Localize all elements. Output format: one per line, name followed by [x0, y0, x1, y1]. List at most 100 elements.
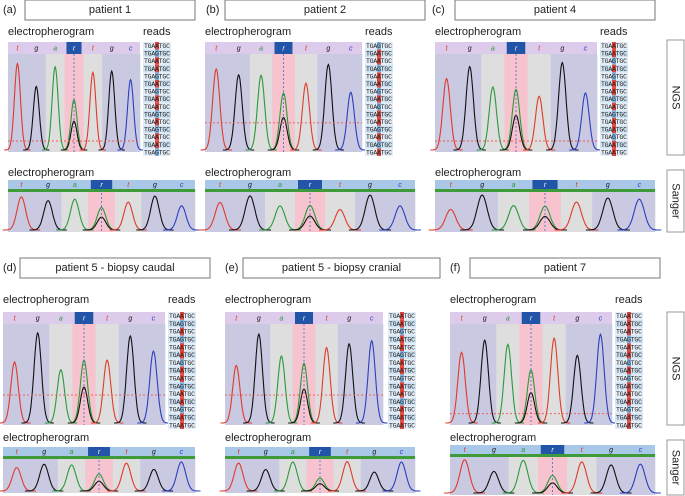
read-row: TGAGTGC — [616, 360, 642, 367]
base-letter: t — [339, 182, 342, 189]
read-row: TGAGTGC — [601, 73, 627, 80]
base-stripe — [102, 54, 122, 152]
read-row: TGAATGC — [616, 329, 642, 336]
sanger-caption: electropherogram — [225, 432, 311, 444]
sanger-caption: electropherogram — [435, 167, 521, 179]
side-label: NGS — [670, 86, 682, 110]
base-stripe — [337, 324, 361, 425]
base-letter: t — [14, 315, 17, 322]
read-variant-cell — [627, 366, 631, 375]
read-row: TGAATGC — [389, 422, 415, 429]
read-row: TGAATGC — [601, 43, 627, 50]
read-variant-cell — [400, 382, 404, 390]
read-variant-cell — [612, 64, 616, 73]
base-letter: c — [129, 45, 133, 52]
read-variant-cell — [400, 335, 404, 344]
panel-label: (b) — [206, 4, 219, 16]
base-stripe — [225, 324, 248, 425]
base-letter: g — [152, 449, 156, 456]
read-row: TGAATGC — [601, 51, 627, 58]
read-variant-cell — [612, 110, 616, 118]
sanger-caption: electropherogram — [205, 167, 291, 179]
read-variant-cell — [627, 374, 631, 383]
base-stripe — [519, 324, 543, 425]
read-variant-cell — [155, 102, 159, 111]
read-row: TGAATGC — [144, 134, 170, 141]
trace-peak — [79, 70, 107, 151]
variant-cell — [88, 447, 110, 456]
read-variant-cell — [612, 148, 616, 156]
read-variant-cell — [180, 405, 184, 414]
variant-cell — [294, 312, 314, 324]
read-variant-cell — [612, 87, 616, 96]
read-row: TGAATGC — [144, 96, 170, 103]
base-letter: a — [521, 447, 525, 454]
base-stripe — [114, 189, 142, 232]
base-stripe — [306, 456, 334, 493]
trace-peak — [476, 85, 510, 151]
read-variant-cell — [180, 374, 184, 383]
read-row: TGAGTGC — [366, 142, 392, 149]
read-variant-cell — [627, 421, 631, 429]
read-variant-cell — [377, 118, 381, 126]
read-row: TGAATGC — [389, 368, 415, 375]
base-stripe — [385, 189, 416, 232]
variant-cell — [506, 42, 526, 54]
trace-peak — [265, 355, 298, 424]
variant-cell — [540, 445, 565, 454]
title-box — [19, 257, 211, 279]
read-row: TGAGTGC — [366, 66, 392, 73]
read-row: TGAATGC — [616, 399, 642, 406]
read-row: TGAATGC — [616, 391, 642, 398]
read-variant-cell — [180, 312, 184, 320]
read-row: TGAATGC — [389, 313, 415, 320]
trace-peak — [310, 346, 343, 424]
read-row: TGAATGC — [169, 391, 195, 398]
read-variant-cell — [180, 366, 184, 375]
base-letter: g — [42, 449, 46, 456]
read-variant-cell — [377, 110, 381, 118]
reads-caption: reads — [615, 294, 643, 306]
base-stripe — [481, 54, 505, 152]
read-row: TGAATGC — [366, 134, 392, 141]
read-variant-cell — [627, 327, 631, 336]
read-variant-cell — [612, 57, 616, 65]
ngs-caption: electropherogram — [435, 26, 521, 38]
read-row: TGAATGC — [616, 321, 642, 328]
ngs-caption: electropherogram — [205, 26, 291, 38]
base-stripe — [141, 324, 166, 425]
base-stripe — [550, 54, 575, 152]
base-stripe — [315, 324, 339, 425]
base-letter: r — [544, 182, 547, 189]
trace-peak — [430, 77, 463, 151]
variant-cell — [298, 180, 322, 189]
read-row: TGAATGC — [169, 415, 195, 422]
base-letter: g — [46, 182, 50, 189]
read-variant-cell — [627, 358, 631, 367]
trace-peak — [491, 343, 525, 424]
base-stripe — [8, 189, 36, 232]
base-stripe — [168, 189, 196, 232]
base-letter: g — [468, 45, 472, 52]
base-letter: t — [127, 182, 130, 189]
read-variant-cell — [377, 102, 381, 111]
trace-peak — [619, 463, 661, 494]
panel-title: patient 2 — [304, 4, 346, 16]
base-stripe — [26, 324, 50, 425]
base-letter: r — [98, 449, 101, 456]
read-row: TGAATGC — [616, 415, 642, 422]
panel-title: patient 5 - biopsy cranial — [282, 262, 401, 274]
base-stripe — [30, 456, 59, 493]
base-stripe — [26, 54, 47, 152]
read-row: TGAGTGC — [601, 58, 627, 65]
base-stripe — [57, 456, 86, 493]
base-letter: a — [512, 182, 516, 189]
base-letter: t — [464, 447, 467, 454]
trace-peak — [379, 205, 421, 231]
read-variant-cell — [400, 358, 404, 367]
base-letter: t — [238, 449, 241, 456]
reads-caption: reads — [168, 294, 196, 306]
base-letter: c — [370, 315, 374, 322]
read-variant-cell — [400, 351, 404, 359]
read-variant-cell — [377, 87, 381, 96]
